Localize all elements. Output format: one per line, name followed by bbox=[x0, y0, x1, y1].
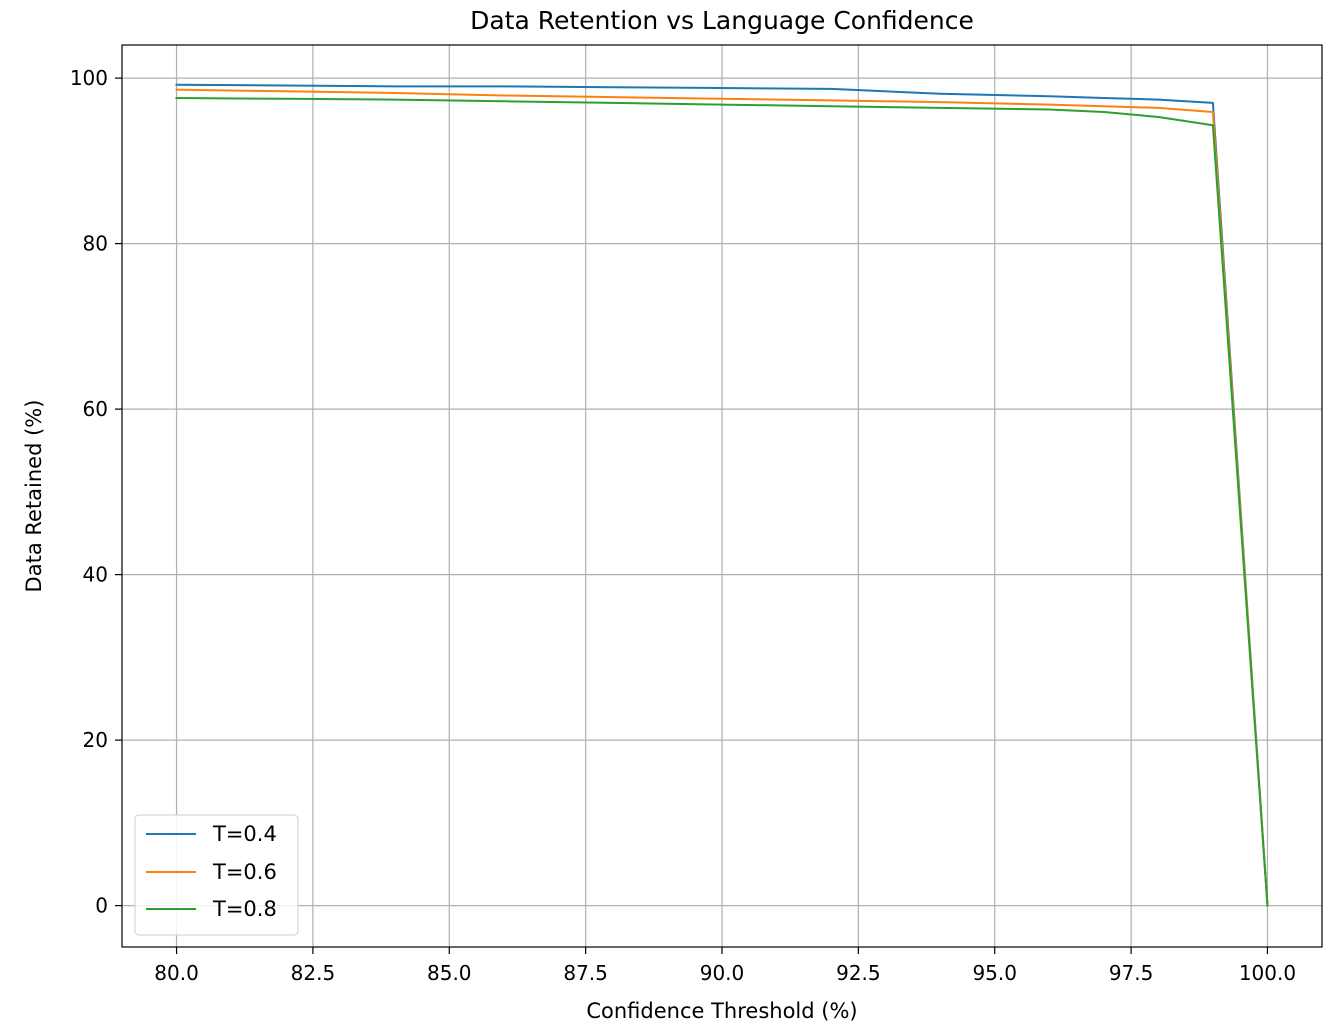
y-tick-label: 100 bbox=[70, 66, 108, 90]
x-tick-label: 97.5 bbox=[1109, 961, 1154, 985]
series-line-t08 bbox=[175, 96, 1269, 907]
y-tick-label: 20 bbox=[83, 728, 108, 752]
x-tick-label: 92.5 bbox=[836, 961, 881, 985]
x-tick-label: 90.0 bbox=[700, 961, 745, 985]
x-tick-label: 95.0 bbox=[972, 961, 1017, 985]
series-lines bbox=[175, 83, 1269, 907]
y-tick-label: 40 bbox=[83, 563, 108, 587]
series-line-t06 bbox=[175, 88, 1269, 907]
x-tick-label: 87.5 bbox=[563, 961, 608, 985]
grid bbox=[122, 45, 1322, 947]
series-line-t04 bbox=[175, 83, 1269, 907]
legend-label-t06: T=0.6 bbox=[212, 860, 277, 884]
y-axis-ticks: 0 20 40 60 80 100 bbox=[70, 66, 122, 918]
x-tick-label: 80.0 bbox=[154, 961, 199, 985]
y-tick-label: 0 bbox=[95, 894, 108, 918]
x-axis-ticks: 80.0 82.5 85.0 87.5 90.0 92.5 95.0 97.5 100.0 bbox=[154, 947, 1296, 985]
legend-box bbox=[134, 814, 299, 936]
legend: T=0.4 T=0.6 T=0.8 bbox=[134, 814, 299, 936]
x-tick-label: 100.0 bbox=[1239, 961, 1296, 985]
y-axis-label: Data Retained (%) bbox=[22, 400, 46, 593]
y-tick-label: 80 bbox=[83, 232, 108, 256]
x-tick-label: 85.0 bbox=[427, 961, 472, 985]
x-tick-label: 82.5 bbox=[291, 961, 336, 985]
chart-title: Data Retention vs Language Confidence bbox=[470, 6, 974, 35]
legend-label-t08: T=0.8 bbox=[212, 897, 277, 921]
y-tick-label: 60 bbox=[83, 397, 108, 421]
legend-label-t04: T=0.4 bbox=[212, 822, 277, 846]
x-axis-label: Confidence Threshold (%) bbox=[586, 999, 857, 1023]
